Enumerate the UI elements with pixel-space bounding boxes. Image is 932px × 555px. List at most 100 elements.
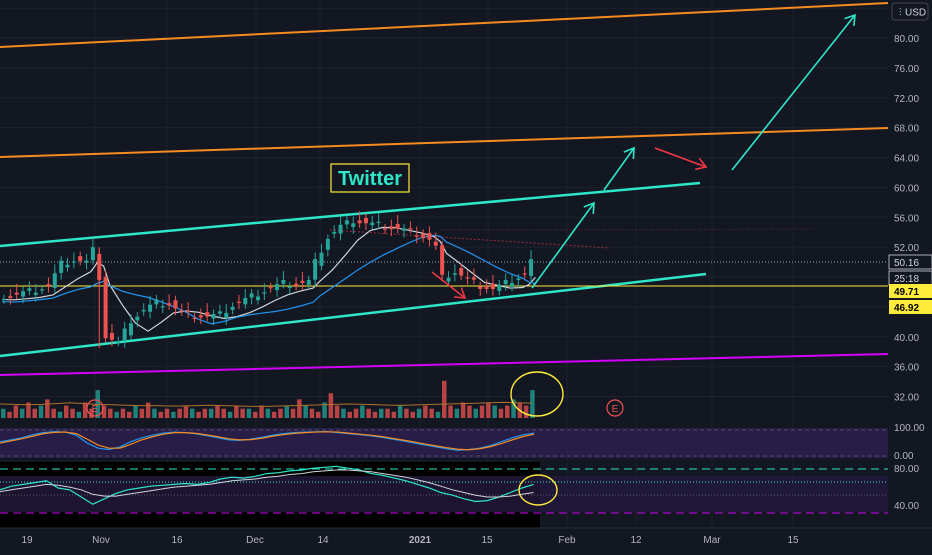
candle-body — [141, 309, 146, 312]
oscillator1-d-line — [0, 431, 535, 451]
candle-body — [357, 220, 362, 224]
volume-bar — [158, 411, 163, 418]
oscillator-layer — [0, 428, 888, 528]
candle-body — [71, 261, 76, 263]
oscillator1-k-line — [0, 430, 535, 451]
volume-bar — [240, 408, 245, 418]
candle-body — [344, 220, 349, 225]
candle-body — [319, 252, 324, 266]
candle-body — [325, 238, 330, 250]
candle-body — [421, 233, 426, 239]
candle-body — [236, 301, 241, 303]
volume-bar — [127, 411, 132, 418]
oscillator1-axis-tick: 0.00 — [894, 451, 914, 462]
currency-label: USD — [905, 8, 926, 19]
candle-body — [122, 328, 127, 341]
ticker-annotation[interactable]: Twitter — [330, 163, 410, 193]
candle-body — [148, 304, 153, 312]
candle-body — [78, 256, 83, 261]
candle-body — [135, 316, 140, 321]
date-axis-label: 19 — [21, 535, 33, 546]
price-axis-tick: 56.00 — [894, 213, 919, 224]
candle-body — [211, 314, 216, 319]
candle-body — [27, 288, 32, 291]
candles-layer — [2, 211, 534, 349]
volume-bar — [492, 405, 497, 418]
date-axis-label: 2021 — [409, 535, 432, 546]
volume-bar — [303, 405, 308, 418]
volume-bar — [397, 405, 403, 418]
volume-bar — [423, 405, 428, 418]
volume-bar — [89, 408, 94, 418]
date-axis[interactable]: 19 Nov 16 Dec 14 2021 15 Feb 12 Mar 15 — [0, 527, 932, 550]
candle-body — [363, 218, 368, 224]
oscillator2-band — [0, 476, 888, 512]
candle-body — [300, 280, 305, 284]
date-axis-label: 16 — [171, 535, 183, 546]
annotation-layer — [431, 13, 856, 506]
oscillator1-band — [0, 428, 888, 458]
candle-body — [243, 297, 248, 305]
candle-body — [116, 341, 121, 343]
volume-bar — [297, 399, 302, 418]
volume-bar — [145, 402, 151, 418]
date-axis-label: 14 — [317, 535, 329, 546]
candle-body — [370, 222, 375, 226]
earnings-marker-1[interactable]: E — [86, 399, 104, 417]
currency-badge[interactable]: ⫶ USD — [891, 2, 929, 21]
volume-bar — [410, 411, 415, 418]
price-axis-tick: 52.00 — [894, 243, 919, 254]
volume-bar — [215, 405, 220, 418]
candle-body — [465, 277, 470, 279]
price-axis-tick: 72.00 — [894, 94, 919, 105]
cyan-channel-top — [0, 181, 701, 248]
volume-bar — [334, 405, 340, 418]
candle-body — [490, 283, 495, 289]
date-axis-label: 15 — [481, 535, 493, 546]
candle-body — [52, 273, 57, 288]
orange-channel-mid — [0, 127, 889, 158]
candle-body — [427, 232, 432, 240]
candle-body — [516, 278, 521, 281]
candle-body — [471, 277, 476, 280]
volume-bar — [460, 402, 466, 418]
volume-bar — [1, 408, 6, 418]
oscillator2-axis-tick: 80.00 — [894, 464, 919, 475]
volume-bar — [38, 405, 44, 418]
price-axis[interactable]: 84.0080.0076.0072.0068.0064.0060.0056.00… — [888, 0, 932, 550]
oscillator-highlight-ellipse — [518, 474, 558, 506]
volume-bar — [347, 411, 352, 418]
candle-body — [294, 283, 299, 287]
volume-bar — [391, 411, 397, 418]
ma-white-line — [1, 226, 536, 332]
ma-blue-line — [1, 234, 536, 325]
volume-bar — [234, 405, 239, 418]
volume-bar — [467, 405, 472, 418]
candle-body — [65, 264, 70, 268]
date-axis-label: 15 — [787, 535, 799, 546]
candle-body — [84, 260, 89, 263]
candle-body — [446, 277, 451, 282]
candle-body — [262, 292, 267, 294]
volume-bar — [505, 405, 510, 418]
volume-bar — [530, 390, 535, 418]
candle-body — [230, 306, 235, 310]
candle-body — [402, 228, 407, 231]
date-axis-bg — [0, 528, 932, 550]
date-axis-label: Nov — [92, 535, 110, 546]
volume-bar — [196, 411, 201, 418]
price-label-box — [889, 300, 932, 314]
oscillator2-axis-tick: 40.00 — [894, 501, 919, 512]
volume-bar — [164, 408, 170, 418]
candle-body — [408, 228, 413, 230]
candle-body — [90, 247, 95, 261]
volume-bar — [416, 408, 422, 418]
candle-body — [459, 268, 464, 276]
earnings-marker-label: E — [612, 404, 619, 415]
volume-bar — [353, 408, 359, 418]
volume-bar — [486, 402, 491, 418]
earnings-marker-2[interactable]: E — [606, 399, 624, 417]
volume-bar — [64, 405, 69, 418]
